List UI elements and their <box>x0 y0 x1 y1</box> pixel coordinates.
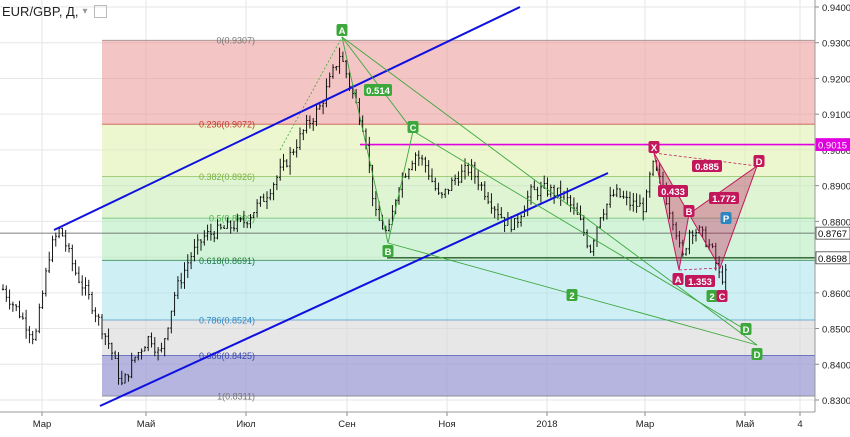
pattern-green-point-label: B <box>382 245 394 258</box>
svg-text:1.353: 1.353 <box>688 277 712 288</box>
pattern-pink-ratio: 0.885 <box>692 160 722 173</box>
fib-level-label: 0.382(0.8926) <box>199 172 255 182</box>
pattern-pink-ratio: 1.772 <box>709 192 739 205</box>
channel-lower-line <box>99 172 609 407</box>
x-tick-label: 4 <box>797 419 802 430</box>
symbol-label[interactable]: EUR/GBP, Д, <box>2 3 79 19</box>
price-marker-box <box>815 226 850 240</box>
pattern-green-point-label: 2 <box>566 289 578 302</box>
price-marker-label: 0.9015 <box>818 141 847 152</box>
y-tick-label: 0.9400 <box>822 3 850 14</box>
pattern-green-ratio: 0.514 <box>364 84 392 97</box>
svg-text:0.885: 0.885 <box>695 162 719 173</box>
y-tick-label: 0.8300 <box>822 396 850 407</box>
svg-text:B: B <box>686 207 693 218</box>
x-tick-label: Июл <box>236 419 255 430</box>
svg-text:X: X <box>651 143 658 154</box>
fib-level-label: 0(0.9307) <box>216 36 255 46</box>
pattern-green-dotted <box>279 36 343 151</box>
dropdown-icon[interactable]: ▾ <box>82 5 88 17</box>
pattern-pink-ratio: 1.353 <box>685 275 715 288</box>
pattern-green-point-label: C <box>407 121 419 134</box>
fib-level-label: 1(0.8311) <box>217 392 255 402</box>
fib-level-label: 0.5(0.8809) <box>209 214 255 224</box>
pattern-green-point-label: 2 <box>706 290 718 303</box>
pattern-pink-xd <box>653 152 758 167</box>
fib-level-label: 0.236(0.9072) <box>199 120 255 130</box>
price-marker-label: 0.8698 <box>818 254 847 265</box>
y-tick-label: 0.8600 <box>822 289 850 300</box>
price-marker-box <box>815 138 850 151</box>
y-tick-label: 0.8900 <box>822 182 850 193</box>
price-marker-label: 0.8767 <box>818 229 847 240</box>
pattern-pink-xab <box>653 152 690 271</box>
svg-text:D: D <box>754 350 761 361</box>
y-tick-label: 0.9000 <box>822 146 850 157</box>
price-marker-box <box>815 251 850 265</box>
fib-zone <box>102 319 815 356</box>
y-tick-label: 0.9300 <box>822 39 850 50</box>
fib-level-label: 0.886(0.8425) <box>199 351 255 361</box>
pattern-pink-ratio: 0.433 <box>658 185 688 198</box>
x-tick-label: Мар <box>33 419 52 430</box>
pattern-pink-point-label: B <box>683 205 695 218</box>
x-tick-label: Ноя <box>438 419 455 430</box>
pattern-pink-point-label: C <box>716 290 728 303</box>
time-axis-panel <box>0 412 815 432</box>
svg-text:C: C <box>410 123 417 134</box>
y-tick-label: 0.8500 <box>822 325 850 336</box>
svg-text:D: D <box>743 325 750 336</box>
pattern-green-point-label: A <box>336 24 348 37</box>
pattern-green-point-label: D <box>740 323 752 336</box>
toggle-box-icon[interactable] <box>93 4 107 18</box>
y-tick-label: 0.9200 <box>822 74 850 85</box>
svg-text:D: D <box>756 157 763 168</box>
fib-level-label: 0.786(0.8524) <box>199 315 255 325</box>
pattern-pink-point-label: D <box>753 155 765 168</box>
price-axis-panel <box>815 0 850 432</box>
y-tick-label: 0.8800 <box>822 217 850 228</box>
fib-zone <box>102 260 815 320</box>
fib-zone <box>102 355 815 397</box>
x-tick-label: Сен <box>338 419 355 430</box>
pattern-green-line <box>387 130 414 244</box>
svg-text:2: 2 <box>569 291 574 302</box>
pattern-pink-ac <box>678 267 721 271</box>
channel-upper-line <box>53 6 521 231</box>
svg-text:B: B <box>385 247 392 258</box>
y-tick-label: 0.9100 <box>822 110 850 121</box>
pattern-green-point-label: D <box>751 348 763 361</box>
x-tick-label: Мар <box>636 419 655 430</box>
x-tick-label: 2018 <box>536 419 557 430</box>
symbol-header[interactable]: EUR/GBP, Д, ▾ <box>0 0 107 22</box>
svg-text:A: A <box>339 26 346 37</box>
x-tick-label: Май <box>137 419 156 430</box>
svg-text:A: A <box>675 275 682 286</box>
pattern-green-line <box>341 36 758 346</box>
svg-text:C: C <box>719 292 726 303</box>
pattern-pink-point-label: A <box>672 273 684 286</box>
svg-text:0.433: 0.433 <box>661 187 685 198</box>
svg-text:0.514: 0.514 <box>366 86 390 97</box>
projection-point-icon: P <box>720 212 732 225</box>
fib-level-label: 0.618(0.8691) <box>199 256 255 266</box>
svg-text:1.772: 1.772 <box>712 194 736 205</box>
pattern-pink-point-label: X <box>648 141 660 154</box>
svg-text:2: 2 <box>709 292 714 303</box>
pattern-green-line <box>341 36 389 244</box>
pattern-green-line <box>412 130 747 331</box>
fib-zone <box>102 40 815 125</box>
x-tick-label: Май <box>736 419 755 430</box>
svg-text:P: P <box>723 214 730 225</box>
candles-group <box>1 47 727 386</box>
y-tick-label: 0.8400 <box>822 360 850 371</box>
